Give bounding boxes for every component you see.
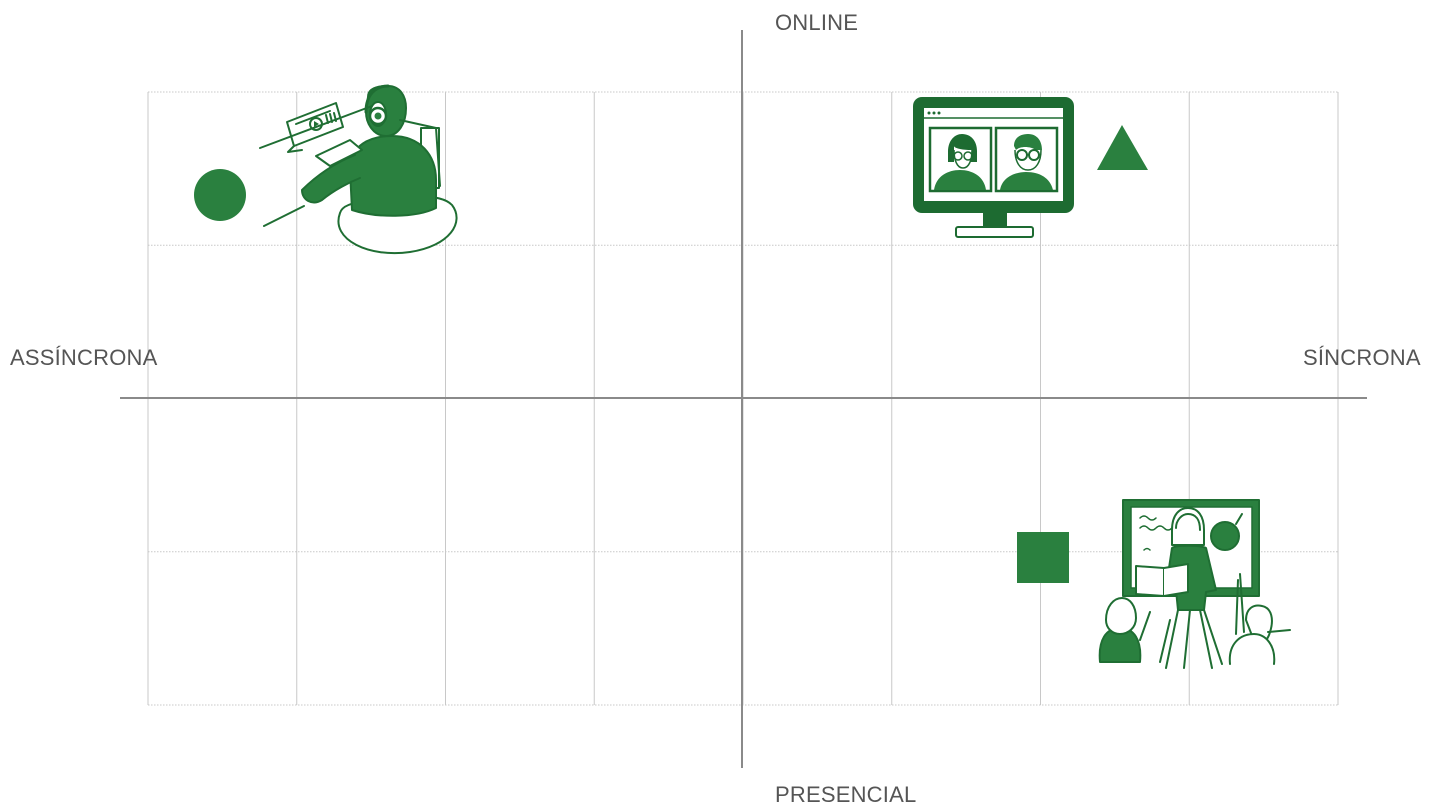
triangle-marker — [1097, 125, 1148, 170]
axis-label-presencial: PRESENCIAL — [775, 782, 917, 807]
axis-label-online: ONLINE — [775, 10, 859, 35]
classroom-teacher-illustration — [1098, 499, 1291, 669]
square-marker — [1017, 532, 1069, 583]
video-call-monitor-illustration — [913, 97, 1074, 238]
circle-marker — [194, 169, 246, 221]
axis-label-sincrona: SÍNCRONA — [1303, 345, 1421, 370]
axis-label-assincrona: ASSÍNCRONA — [10, 345, 158, 370]
student-headphones-illustration — [259, 84, 458, 255]
